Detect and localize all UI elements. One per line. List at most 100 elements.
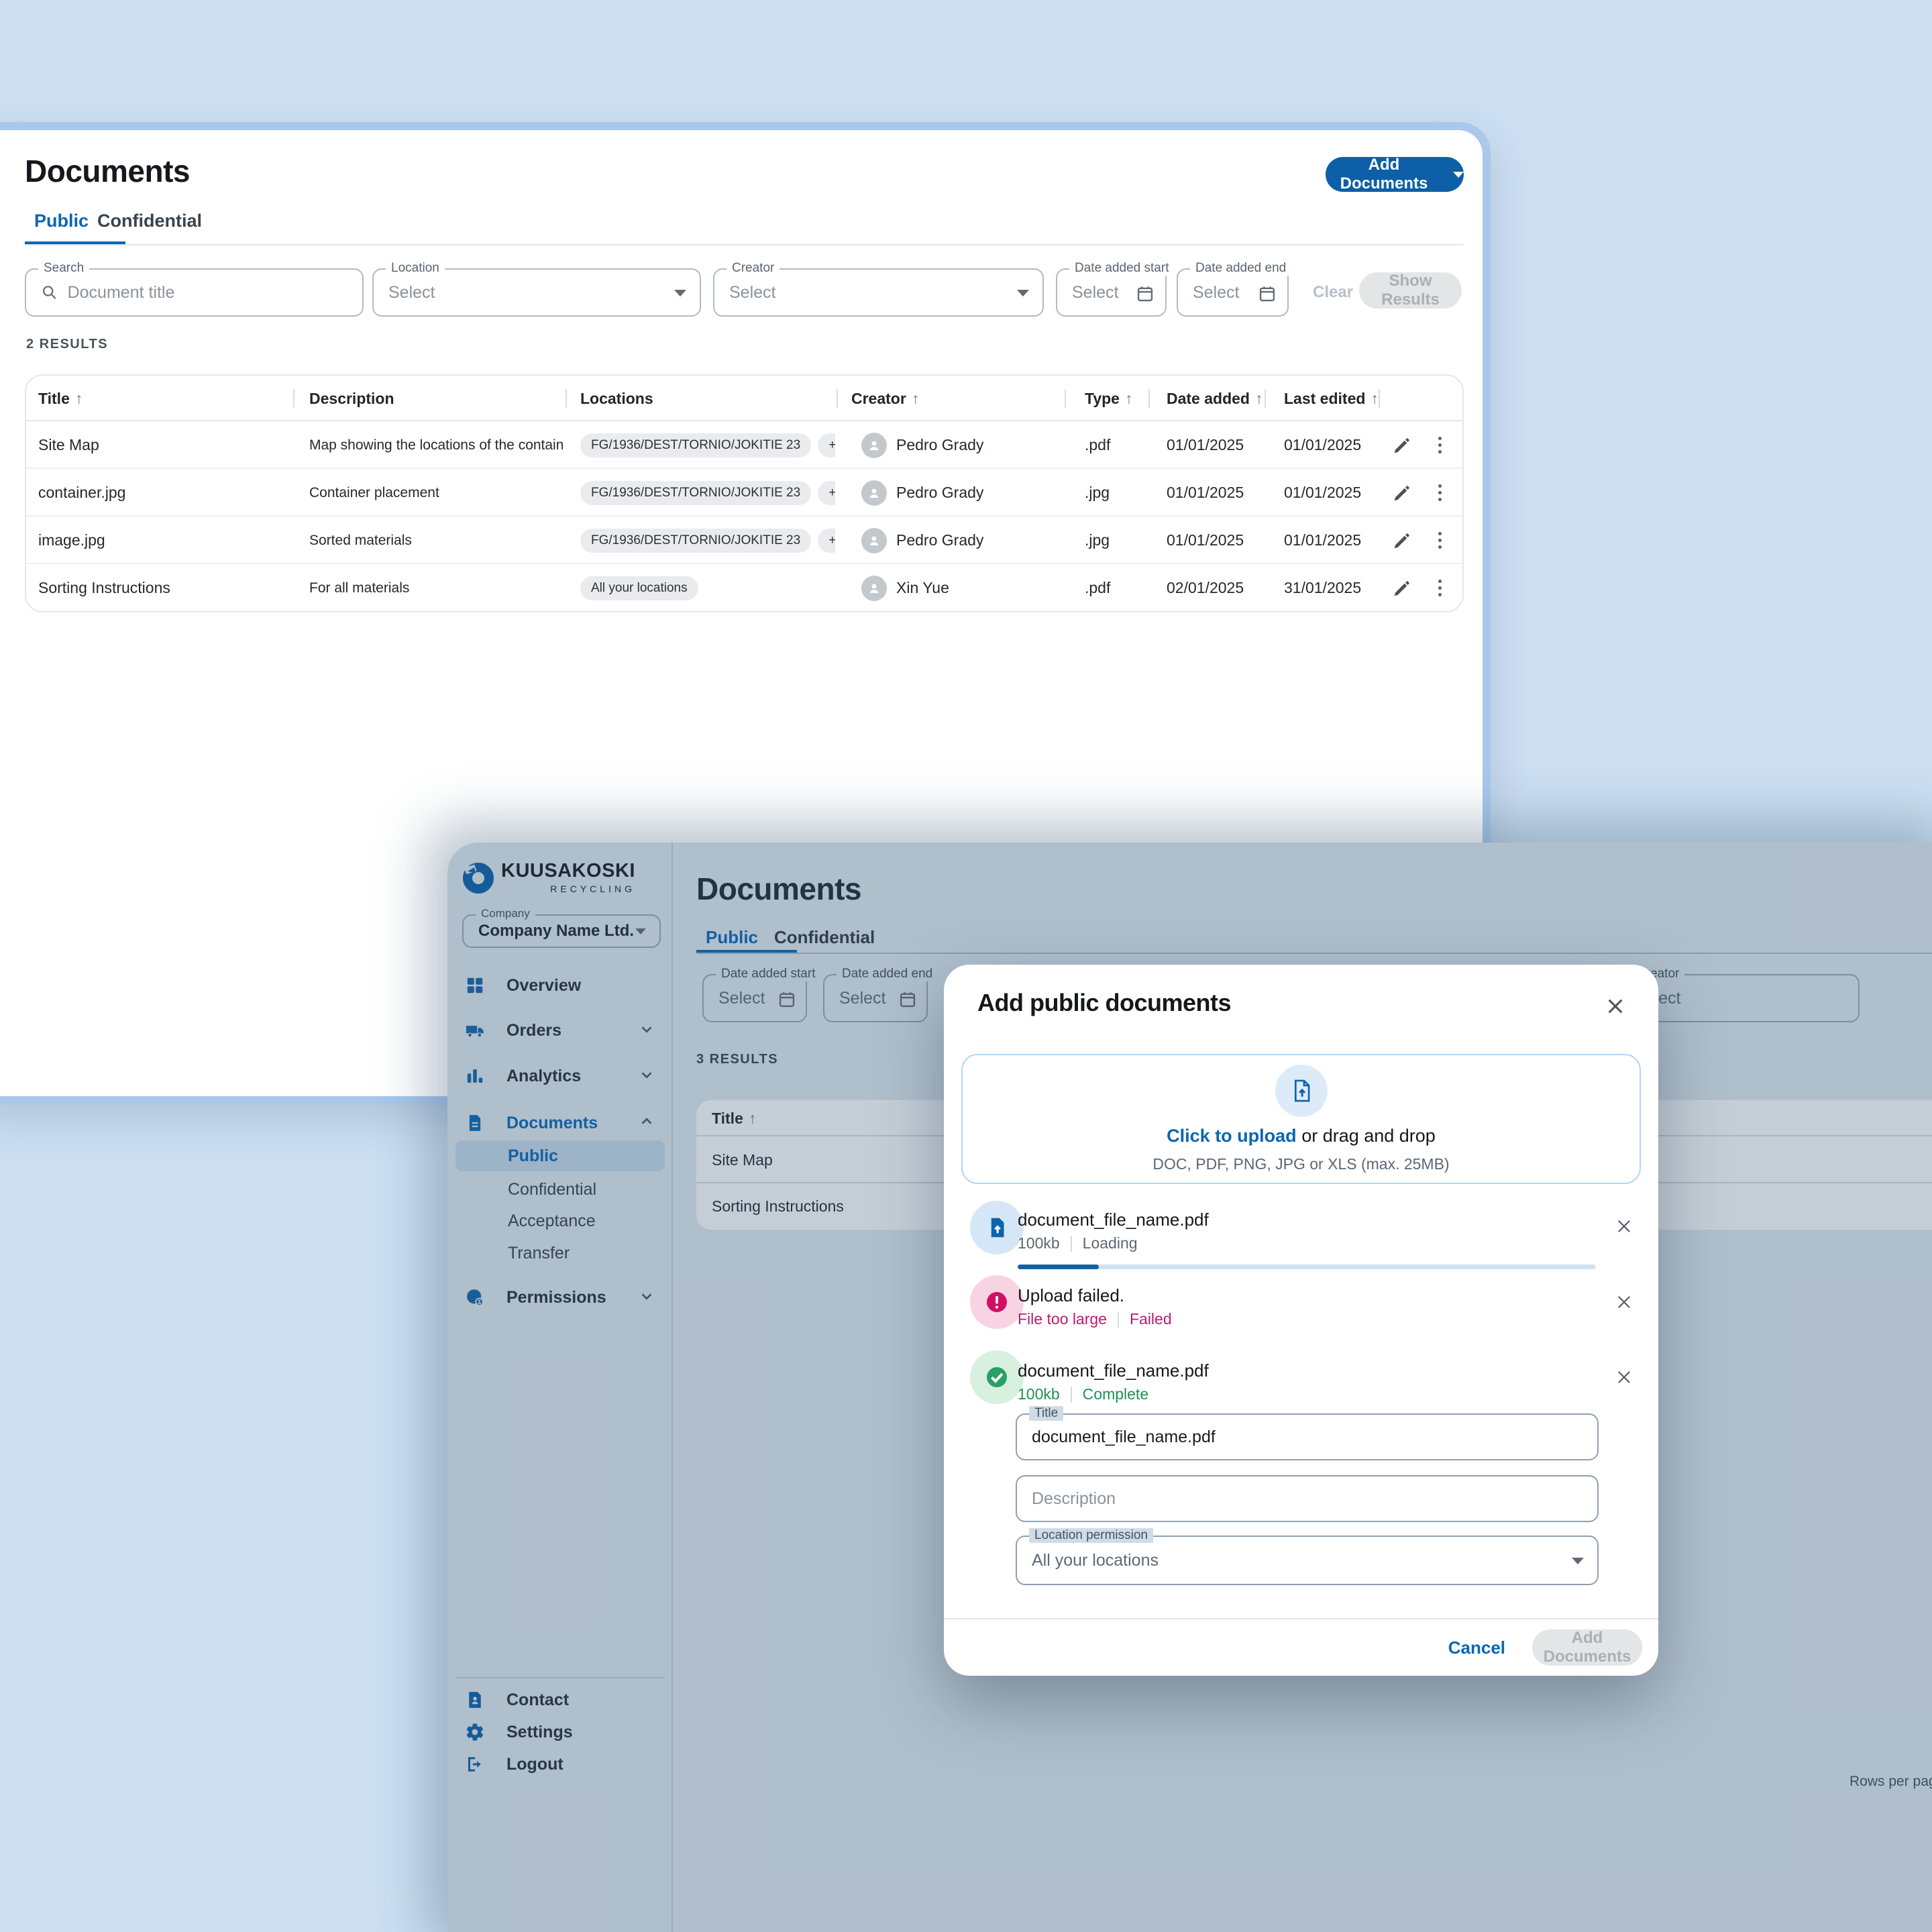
remove-file-button[interactable]: [1609, 1362, 1639, 1392]
column-header-title[interactable]: Title ↑: [38, 389, 83, 407]
sort-asc-icon: ↑: [748, 1109, 757, 1127]
page-title: Documents: [696, 871, 861, 906]
table-row[interactable]: Sorting Instructions .pdf 01/01/2024: [696, 1183, 1932, 1230]
sidebar-item-documents-confidential[interactable]: Confidential: [508, 1179, 597, 1199]
edit-button[interactable]: [1392, 469, 1412, 517]
column-header-description: Description: [309, 389, 394, 407]
rows-per-page: Rows per page: 10: [1849, 1774, 1932, 1789]
row-menu-button[interactable]: [1438, 517, 1442, 564]
modal-close-button[interactable]: [1601, 991, 1630, 1021]
location-filter[interactable]: Location Select: [372, 261, 701, 317]
chevron-down-icon: [638, 1020, 673, 1041]
column-header-creator[interactable]: Creator ↑: [851, 389, 920, 407]
table-row[interactable]: Site Map Map showing the locations of th…: [26, 421, 1462, 469]
more-locations-chip: +1: [818, 433, 835, 458]
row-menu-button[interactable]: [1438, 421, 1442, 469]
grid-icon: [447, 975, 490, 996]
date-added-start-filter[interactable]: Date added start Select: [1056, 261, 1175, 317]
edit-button[interactable]: [1392, 421, 1412, 469]
document-description-input[interactable]: [1032, 1489, 1582, 1509]
cancel-button[interactable]: Cancel: [1448, 1637, 1505, 1658]
dropdown-caret-icon: [1572, 1558, 1584, 1564]
remove-file-button[interactable]: [1609, 1212, 1639, 1241]
dropdown-caret-icon: [674, 290, 686, 297]
tab-public[interactable]: Public: [706, 927, 759, 947]
pencil-icon: [1394, 485, 1409, 500]
cell-title: container.jpg: [38, 484, 126, 501]
documents-window: Documents Add Documents Public Confident…: [0, 122, 1491, 1104]
cell-last-edited: 01/01/2025: [1284, 484, 1362, 501]
location-chip: FG/1936/DEST/TORNIO/JOKITIE 23: [580, 433, 812, 458]
column-header-last-edited[interactable]: Last edited ↑: [1284, 389, 1379, 407]
file-status: Complete: [1082, 1385, 1149, 1403]
file-status: Failed: [1129, 1310, 1172, 1328]
show-results-button[interactable]: Show Results: [1359, 272, 1462, 309]
date-added-start-filter[interactable]: Date added start Select: [702, 967, 821, 1022]
file-icon: [991, 1218, 1004, 1238]
column-header-date-added[interactable]: Date added ↑: [1167, 389, 1263, 407]
sort-asc-icon: ↑: [74, 389, 83, 407]
file-name: document_file_name.pdf: [1018, 1360, 1209, 1381]
tabs-divider: [696, 953, 1932, 954]
cell-creator: Pedro Grady: [896, 531, 984, 549]
clear-button[interactable]: Clear: [1313, 283, 1354, 301]
calendar-icon: [779, 992, 795, 1008]
sidebar-item-documents-acceptance[interactable]: Acceptance: [508, 1211, 596, 1230]
tab-public[interactable]: Public: [34, 211, 89, 231]
document-title-input[interactable]: [1032, 1427, 1582, 1447]
sidebar-item-analytics[interactable]: Analytics: [447, 1057, 673, 1095]
file-success-icon-circle: [970, 1350, 1024, 1404]
date-added-end-filter[interactable]: Date added end Select: [823, 967, 938, 1022]
search-input[interactable]: [67, 282, 347, 303]
document-description-field[interactable]: [1016, 1475, 1599, 1522]
close-icon: [1608, 999, 1623, 1014]
sidebar-item-overview[interactable]: Overview: [447, 967, 673, 1004]
check-circle-icon: [987, 1367, 1007, 1387]
edit-button[interactable]: [1392, 564, 1412, 611]
table-header: Title ↑ Description Locations Creator ↑ Ty…: [26, 376, 1462, 421]
company-select[interactable]: Company Company Name Ltd.: [462, 907, 661, 948]
document-title-field[interactable]: Title: [1016, 1406, 1599, 1460]
person-icon: [869, 441, 879, 450]
sidebar-item-settings[interactable]: Settings: [447, 1713, 673, 1751]
sidebar-item-documents-transfer[interactable]: Transfer: [508, 1243, 570, 1263]
click-to-upload-link[interactable]: Click to upload: [1167, 1126, 1297, 1146]
sidebar-item-documents-public[interactable]: Public: [455, 1140, 665, 1171]
file-size: 100kb: [1018, 1234, 1060, 1252]
logout-icon: [447, 1754, 490, 1774]
sidebar-item-documents[interactable]: Documents: [447, 1104, 673, 1142]
column-header-type[interactable]: Type ↑: [1085, 389, 1133, 407]
remove-file-button[interactable]: [1609, 1287, 1639, 1317]
table-row[interactable]: image.jpg Sorted materials FG/1936/DEST/…: [26, 517, 1462, 564]
tab-confidential[interactable]: Confidential: [97, 211, 202, 231]
sidebar-divider: [455, 1677, 665, 1678]
sidebar-item-orders[interactable]: Orders: [447, 1012, 673, 1049]
add-documents-submit-button[interactable]: Add Documents: [1532, 1629, 1642, 1666]
column-header-title[interactable]: Title ↑: [712, 1109, 757, 1127]
cell-type: .pdf: [1085, 436, 1111, 453]
search-field[interactable]: Search: [25, 261, 364, 317]
more-locations-chip: +1: [818, 528, 835, 553]
calendar-icon: [1137, 286, 1153, 302]
contact-card-icon: [447, 1690, 490, 1710]
sidebar-item-logout[interactable]: Logout: [447, 1746, 673, 1783]
table-row[interactable]: Sorting Instructions For all materials A…: [26, 564, 1462, 611]
add-documents-button[interactable]: Add Documents: [1326, 156, 1464, 193]
sidebar-item-contact[interactable]: Contact: [447, 1681, 673, 1719]
location-permission-select[interactable]: Location permission All your locations: [1016, 1528, 1599, 1585]
sort-asc-icon: ↑: [1371, 389, 1379, 407]
calendar-icon: [900, 992, 916, 1008]
cell-title: Sorting Instructions: [38, 579, 170, 596]
cell-last-edited: 01/01/2025: [1284, 531, 1362, 549]
file-name: document_file_name.pdf: [1018, 1210, 1209, 1230]
date-added-end-filter[interactable]: Date added end Select: [1177, 261, 1292, 317]
sidebar-item-permissions[interactable]: Permissions: [447, 1279, 673, 1316]
row-menu-button[interactable]: [1438, 469, 1442, 517]
edit-button[interactable]: [1392, 517, 1412, 564]
table-row[interactable]: container.jpg Container placement FG/193…: [26, 469, 1462, 517]
row-menu-button[interactable]: [1438, 564, 1442, 611]
tab-confidential[interactable]: Confidential: [774, 927, 875, 947]
file-error: File too large: [1018, 1310, 1107, 1328]
creator-filter[interactable]: Creator Select: [713, 261, 1044, 317]
upload-dropzone[interactable]: Click to upload or drag and drop DOC, PD…: [961, 1054, 1641, 1184]
